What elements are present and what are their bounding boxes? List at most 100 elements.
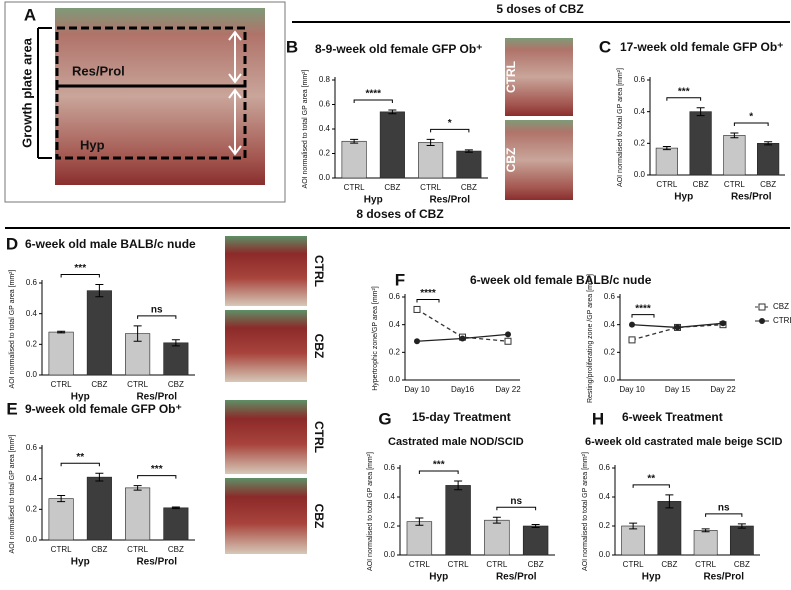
error-bar <box>95 472 104 482</box>
bar <box>689 111 712 176</box>
group-label: Hyp <box>674 192 693 203</box>
significance-label: *** <box>151 464 163 475</box>
histology-image <box>225 478 307 554</box>
y-tick-label: 0.2 <box>26 339 38 348</box>
group-label: Hyp <box>429 572 448 583</box>
x-tick-label: CTRL <box>420 183 441 192</box>
significance-label: ** <box>647 473 655 484</box>
image-label: CTRL <box>504 61 518 93</box>
bar <box>48 498 74 541</box>
error-bar <box>454 480 463 491</box>
significance-bracket <box>137 315 177 319</box>
x-tick-label: CTRL <box>656 180 677 189</box>
marker <box>674 324 681 331</box>
x-tick-label: CTRL <box>127 545 148 554</box>
y-tick-label: 0.0 <box>389 375 401 384</box>
error-bar <box>133 325 142 342</box>
bar <box>484 519 510 556</box>
group-label: Hyp <box>71 557 90 568</box>
significance-bracket <box>631 314 655 318</box>
group-label: Hyp <box>71 392 90 403</box>
x-tick-label: CBZ <box>91 380 107 389</box>
y-tick-label: 0.4 <box>634 107 646 116</box>
y-tick-label: 0.0 <box>604 375 616 384</box>
zone-box <box>55 84 247 160</box>
legend-marker <box>758 303 766 311</box>
significance-label: *** <box>678 86 690 97</box>
y-tick-label: 0.4 <box>319 124 331 133</box>
marker <box>720 320 726 327</box>
chart-title: 9-week old female GFP Ob⁺ <box>25 402 182 416</box>
error-bar <box>701 528 710 533</box>
x-tick-label: CTRL <box>695 560 716 569</box>
marker <box>628 336 636 344</box>
significance-bracket <box>60 274 100 278</box>
significance-bracket <box>666 97 702 101</box>
error-bar <box>696 107 705 117</box>
y-tick-label: 0.6 <box>634 75 646 84</box>
y-axis-label: AOI normalised to total GP area [mm²] <box>367 452 374 571</box>
error-bar <box>95 284 104 298</box>
y-tick-label: 0.8 <box>319 75 331 84</box>
histology-image <box>225 236 307 306</box>
x-tick-label: CBZ <box>734 560 750 569</box>
histology-image <box>225 310 307 382</box>
panel-label: D <box>6 234 18 253</box>
significance-bracket <box>418 470 459 475</box>
y-tick-label: 0.2 <box>389 347 401 356</box>
x-tick-label: CBZ <box>528 560 544 569</box>
y-axis-label: AOI normalised to total GP area [mm²] <box>9 434 16 553</box>
image-label: CTRL <box>312 255 326 287</box>
significance-bracket <box>430 128 470 133</box>
y-tick-label: 0.6 <box>26 443 38 452</box>
y-tick-label: 0.6 <box>604 292 616 301</box>
error-bar <box>133 485 142 491</box>
error-bar <box>764 141 773 146</box>
group-label: Res/Prol <box>731 192 772 203</box>
y-tick-label: 0.0 <box>599 550 611 559</box>
arrow <box>228 30 242 156</box>
legend-marker <box>759 318 765 324</box>
bar <box>48 331 74 376</box>
error-bar <box>426 138 435 147</box>
error-bar <box>730 132 739 139</box>
error-bar <box>662 146 671 151</box>
y-tick-label: 0.0 <box>384 550 396 559</box>
y-axis-label: Resting/proliferating zone /GP area [mm²… <box>587 274 594 403</box>
significance-bracket <box>733 122 769 127</box>
y-tick-label: 0.0 <box>26 370 38 379</box>
y-tick-label: 0.4 <box>389 320 401 329</box>
bar <box>163 507 189 541</box>
error-bar <box>57 330 66 334</box>
group-label: Res/Prol <box>136 557 177 568</box>
y-axis-label: AOI normalised to total GP area [mm²] <box>582 452 589 571</box>
y-tick-label: 0.2 <box>384 521 396 530</box>
y-axis-label: AOI normalised to total GP area [mm²] <box>617 68 624 187</box>
significance-label: **** <box>420 288 436 299</box>
bracket <box>37 27 52 159</box>
significance-bracket <box>416 298 440 303</box>
panel-label: B <box>286 37 298 56</box>
significance-label: *** <box>433 460 445 471</box>
y-tick-label: 0.2 <box>599 521 611 530</box>
marker <box>505 331 511 338</box>
y-tick-label: 0.6 <box>319 100 331 109</box>
x-tick-label: CTRL <box>51 380 72 389</box>
zone-box <box>55 26 247 88</box>
group-label: Hyp <box>642 572 661 583</box>
chart-title: 15-day Treatment <box>412 410 511 424</box>
bar <box>341 140 367 179</box>
bar <box>86 476 112 541</box>
y-tick-label: 0.4 <box>26 309 38 318</box>
section-header: 8 doses of CBZ <box>356 207 443 221</box>
chart-subtitle: 6-week old castrated male beige SCID <box>585 436 783 448</box>
significance-bracket <box>632 484 670 488</box>
x-tick-label: CBZ <box>760 180 776 189</box>
x-tick-label: CBZ <box>168 380 184 389</box>
significance-label: ns <box>151 305 163 316</box>
chart-title: 6-week old male BALB/c nude <box>25 237 196 251</box>
error-bar <box>665 494 674 509</box>
x-tick-label: Day 15 <box>665 385 691 394</box>
y-tick-label: 0.2 <box>26 504 38 513</box>
x-tick-label: CTRL <box>486 560 507 569</box>
